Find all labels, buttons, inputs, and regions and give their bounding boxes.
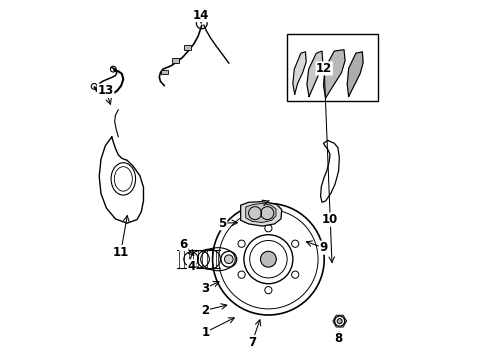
Text: 4: 4	[188, 260, 196, 273]
Polygon shape	[323, 50, 345, 98]
Text: 11: 11	[113, 246, 129, 258]
Bar	[172, 58, 179, 63]
Text: 7: 7	[248, 336, 256, 348]
Text: 2: 2	[201, 304, 209, 317]
Text: 12: 12	[316, 62, 332, 75]
Bar	[184, 45, 191, 50]
Bar	[161, 70, 168, 74]
Polygon shape	[245, 203, 276, 222]
Text: 8: 8	[335, 332, 343, 345]
Bar	[288, 34, 378, 101]
Polygon shape	[307, 51, 323, 96]
Circle shape	[261, 251, 276, 267]
Text: 6: 6	[180, 238, 188, 251]
Text: 14: 14	[193, 9, 209, 22]
Circle shape	[337, 319, 342, 324]
Polygon shape	[347, 52, 363, 96]
Text: 10: 10	[321, 213, 338, 226]
Circle shape	[224, 255, 233, 264]
Polygon shape	[241, 202, 282, 226]
Text: 5: 5	[219, 217, 227, 230]
Text: 9: 9	[319, 241, 328, 254]
Text: 3: 3	[201, 282, 209, 294]
Text: 1: 1	[201, 326, 209, 339]
Text: 13: 13	[98, 84, 114, 97]
Polygon shape	[293, 52, 306, 94]
